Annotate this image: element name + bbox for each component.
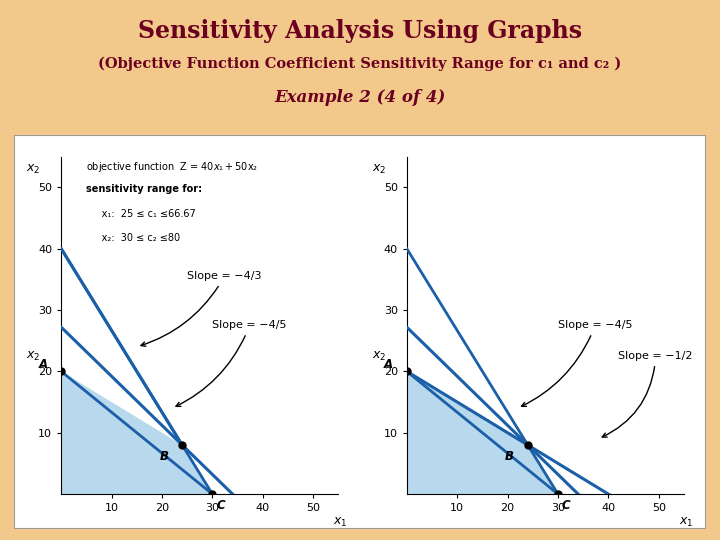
Text: C: C	[217, 500, 225, 512]
Text: $x_1$: $x_1$	[679, 516, 693, 529]
Text: B: B	[505, 450, 514, 463]
Text: B: B	[160, 450, 168, 463]
Text: objective function  Z = $40x₁ + $50x₂: objective function Z = $40x₁ + $50x₂	[86, 160, 258, 174]
Text: Slope = −4/5: Slope = −4/5	[521, 320, 632, 407]
Text: x₁:  25 ≤ c₁ ≤66.67: x₁: 25 ≤ c₁ ≤66.67	[86, 209, 196, 219]
Text: sensitivity range for:: sensitivity range for:	[86, 184, 202, 194]
Text: $x_2$: $x_2$	[26, 163, 40, 176]
Text: $x_1$: $x_1$	[333, 516, 348, 529]
Text: Slope = −4/3: Slope = −4/3	[141, 271, 261, 346]
Polygon shape	[61, 372, 212, 494]
Text: A: A	[39, 359, 48, 372]
Text: $x_2$: $x_2$	[372, 350, 386, 363]
Text: Slope = −1/2: Slope = −1/2	[602, 351, 693, 437]
Text: $x_2$: $x_2$	[26, 350, 40, 363]
Polygon shape	[407, 372, 558, 494]
Text: C: C	[562, 500, 571, 512]
Text: Sensitivity Analysis Using Graphs: Sensitivity Analysis Using Graphs	[138, 19, 582, 43]
Text: $x_2$: $x_2$	[372, 163, 386, 176]
Text: Slope = −4/5: Slope = −4/5	[176, 320, 287, 407]
Text: A: A	[384, 359, 393, 372]
Text: x₂:  30 ≤ c₂ ≤80: x₂: 30 ≤ c₂ ≤80	[86, 233, 181, 244]
Text: Example 2 (4 of 4): Example 2 (4 of 4)	[274, 89, 446, 106]
Text: (Objective Function Coefficient Sensitivity Range for c₁ and c₂ ): (Objective Function Coefficient Sensitiv…	[99, 57, 621, 71]
